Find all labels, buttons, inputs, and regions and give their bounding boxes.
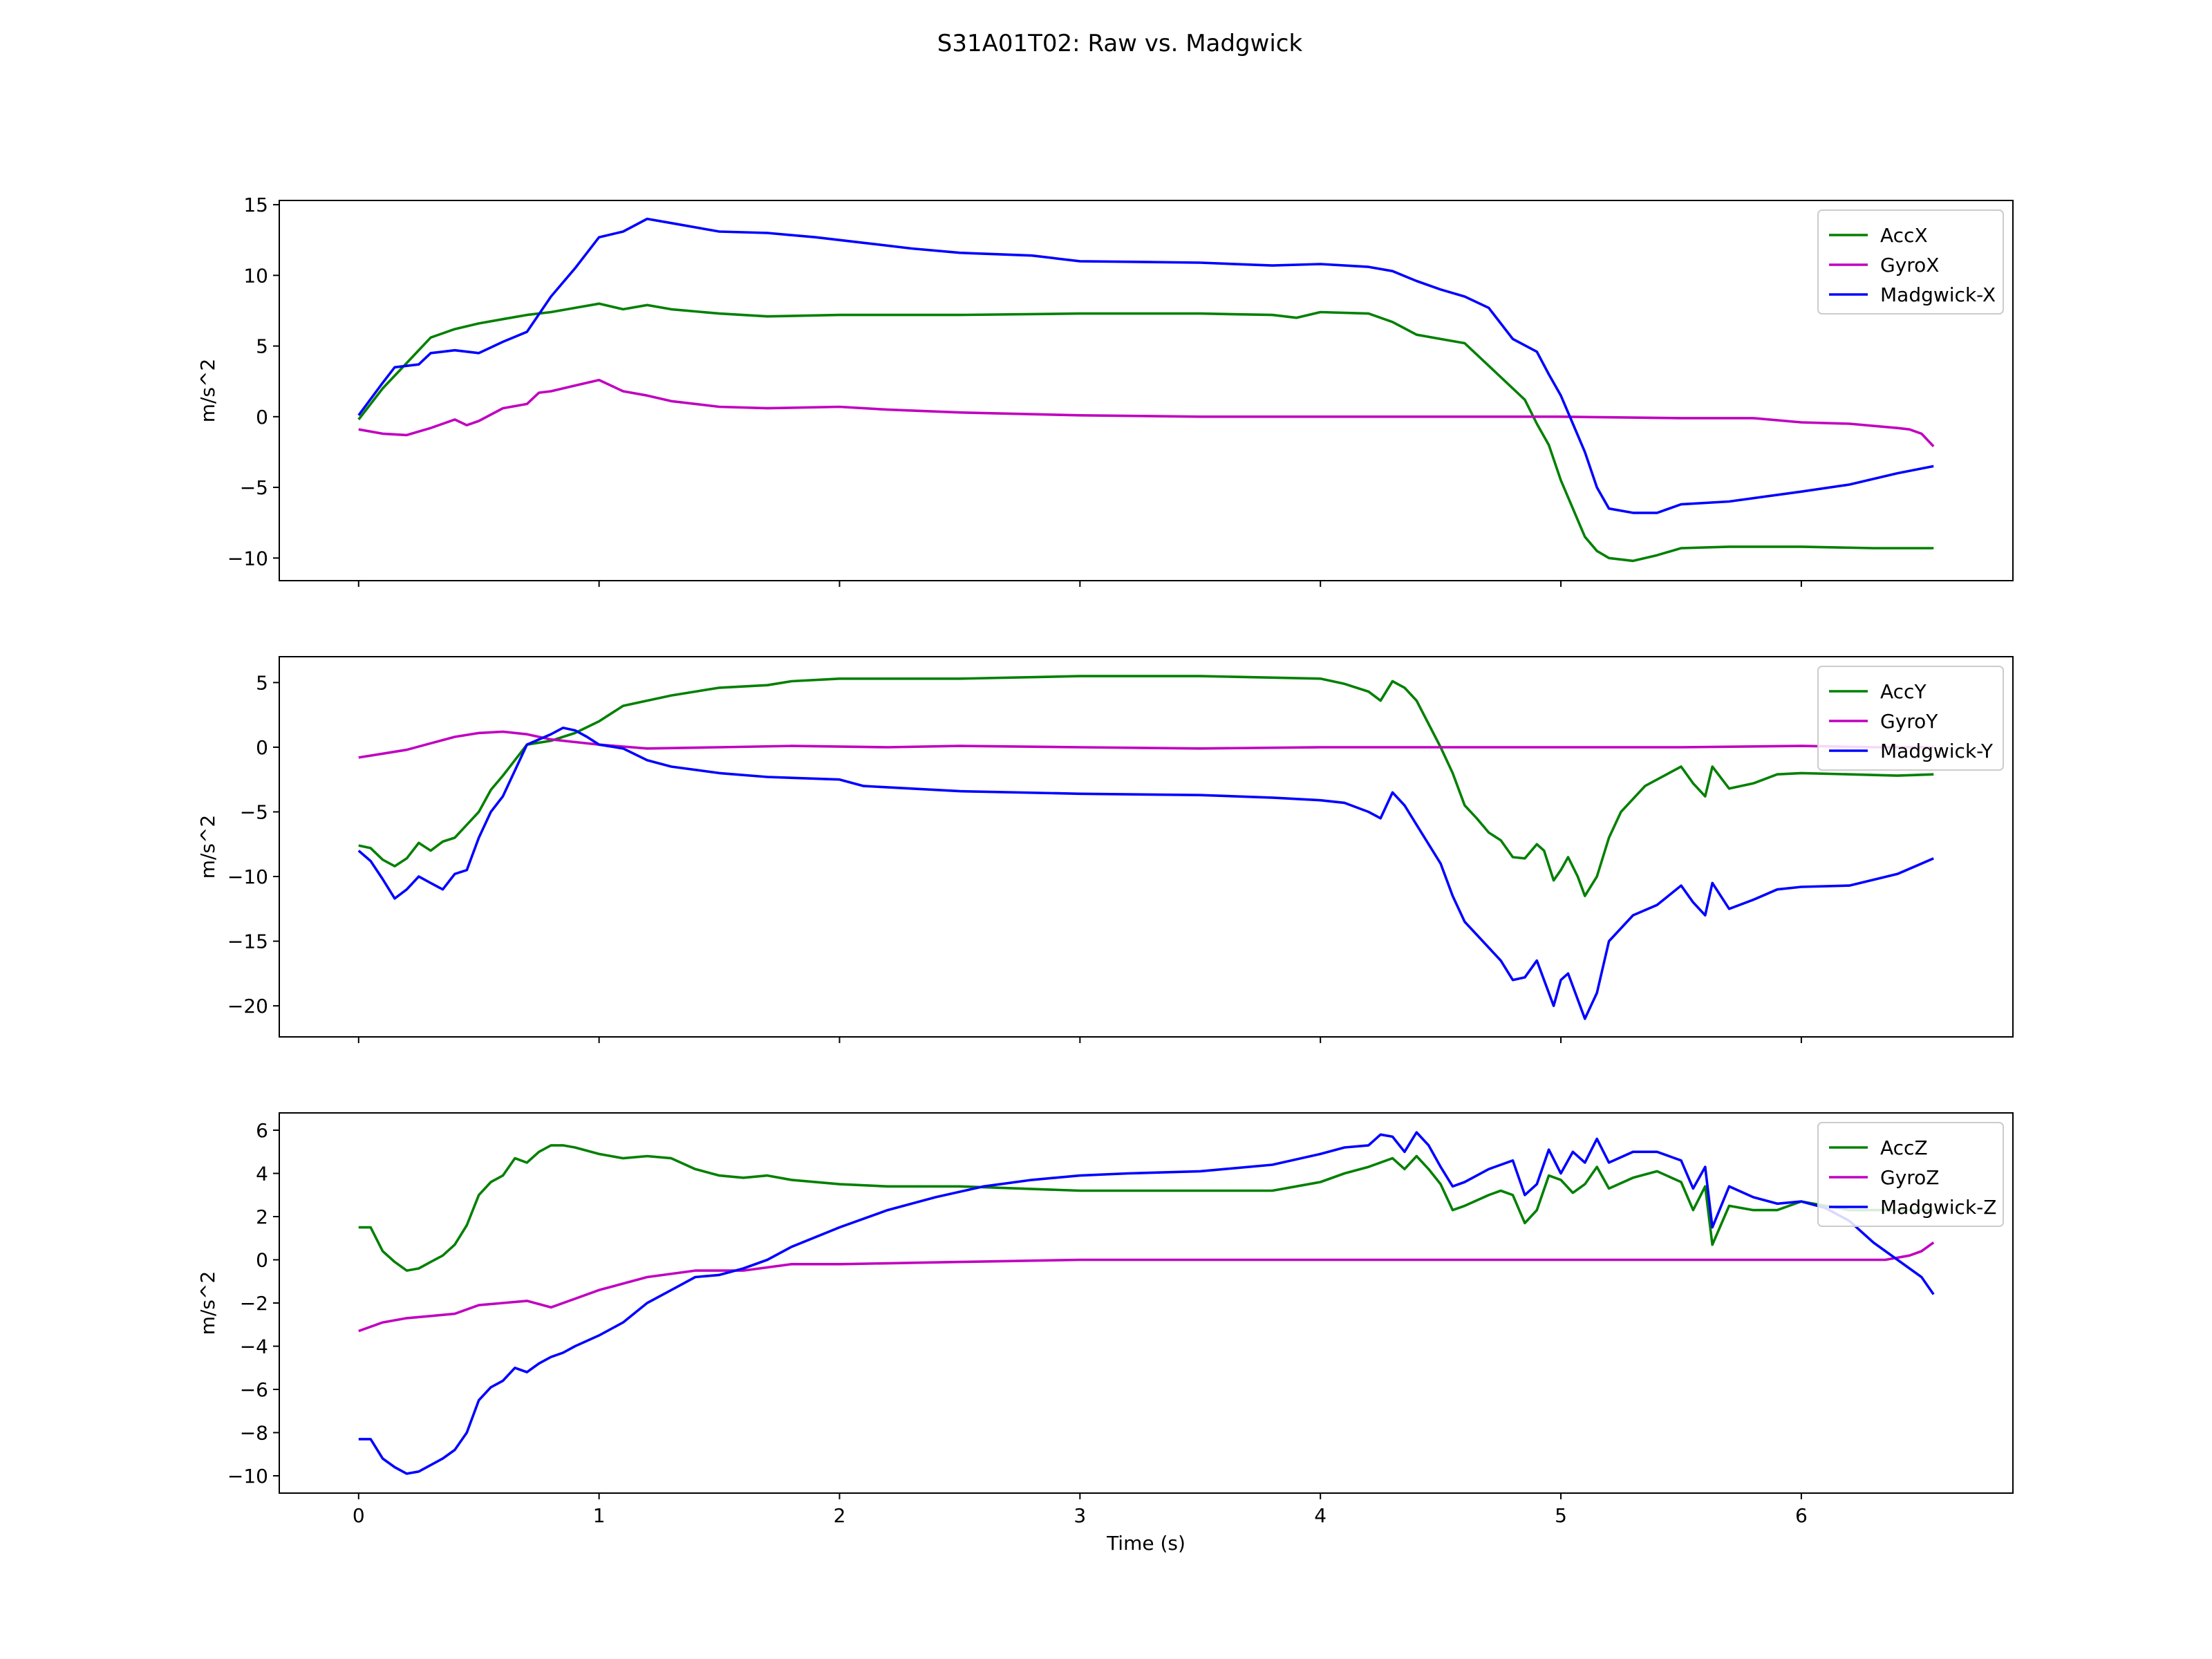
series-line-accz bbox=[358, 1144, 1934, 1272]
x-tick-label: 1 bbox=[593, 1504, 606, 1527]
y-tick-label: 0 bbox=[256, 1249, 268, 1272]
y-tick-label: −2 bbox=[240, 1292, 268, 1315]
y-tick-label: 0 bbox=[256, 736, 268, 759]
subplot-group: −10−5051015m/s^2AccXGyroXMadgwick-X−20−1… bbox=[196, 194, 2014, 1555]
legend: AccZ GyroZ Madgwick-Z bbox=[1817, 1122, 2004, 1227]
y-tick-label: −10 bbox=[227, 547, 268, 570]
legend-label: GyroZ bbox=[1880, 1166, 1939, 1189]
legend-label: AccZ bbox=[1880, 1136, 1928, 1159]
axes-frame bbox=[279, 656, 2014, 1038]
y-tick-label: −4 bbox=[240, 1335, 268, 1358]
series-line-gyroz bbox=[358, 1241, 1935, 1333]
y-axis-label: m/s^2 bbox=[196, 359, 219, 423]
x-tick-label: 5 bbox=[1555, 1504, 1567, 1527]
y-tick-label: −6 bbox=[240, 1378, 268, 1401]
legend-label: GyroX bbox=[1880, 254, 1939, 276]
figure-title: S31A01T02: Raw vs. Madgwick bbox=[937, 30, 1303, 57]
series-line-accy bbox=[358, 675, 1934, 897]
y-tick-label: 2 bbox=[256, 1206, 268, 1228]
y-tick-label: −5 bbox=[240, 476, 268, 499]
x-tick-label: 6 bbox=[1795, 1504, 1808, 1527]
y-tick-label: 0 bbox=[256, 406, 268, 429]
x-tick-label: 4 bbox=[1314, 1504, 1327, 1527]
y-tick-label: −8 bbox=[240, 1422, 268, 1445]
legend-label: Madgwick-Z bbox=[1880, 1196, 1996, 1219]
legend-label: AccX bbox=[1880, 224, 1928, 247]
y-tick-label: −10 bbox=[227, 1465, 268, 1488]
series-line-madgwick-z bbox=[358, 1131, 1935, 1475]
series-line-madgwick-x bbox=[357, 217, 1934, 514]
y-tick-label: 10 bbox=[243, 264, 268, 287]
y-axis-label: m/s^2 bbox=[196, 815, 219, 879]
subplot-3: 0 1 2 3 4 5 6 −10 −8 −6 −4 −2 0 2 4 6 m/s^2 Time (s) AccZ G… bbox=[196, 1112, 2014, 1555]
y-tick-label: 5 bbox=[256, 671, 268, 694]
legend-label: Madgwick-X bbox=[1880, 283, 1996, 306]
legend: AccX GyroX Madgwick-X bbox=[1817, 209, 2004, 315]
x-tick-label: 2 bbox=[834, 1504, 846, 1527]
subplot-1: −10 −5 0 5 10 15 m/s^2 AccX GyroX Madgwick-X bbox=[196, 194, 2014, 587]
y-tick-label: −10 bbox=[227, 865, 268, 888]
y-tick-label: 4 bbox=[256, 1163, 268, 1185]
axes-frame bbox=[279, 200, 2014, 581]
legend: AccY GyroY Madgwick-Y bbox=[1817, 666, 2004, 771]
y-tick-label: 6 bbox=[256, 1119, 268, 1142]
y-axis-label: m/s^2 bbox=[196, 1271, 219, 1335]
series-line-gyrox bbox=[358, 378, 1935, 448]
series-line-accx bbox=[357, 302, 1934, 563]
y-tick-label: −5 bbox=[240, 800, 268, 823]
legend-label: GyroY bbox=[1880, 710, 1938, 733]
y-tick-label: −20 bbox=[227, 995, 268, 1018]
y-tick-label: 15 bbox=[243, 194, 268, 216]
x-tick-label: 0 bbox=[353, 1504, 365, 1527]
x-axis-label: Time (s) bbox=[1106, 1532, 1185, 1555]
series-line-gyroy bbox=[358, 730, 1934, 759]
legend-label: Madgwick-Y bbox=[1880, 740, 1994, 762]
subplot-2: −20 −15 −10 −5 0 5 m/s^2 AccY GyroY Madgwick-Y bbox=[196, 656, 2014, 1043]
legend-label: AccY bbox=[1880, 680, 1927, 703]
series-line-madgwick-y bbox=[357, 727, 1934, 1020]
y-tick-label: 5 bbox=[256, 335, 268, 358]
x-tick-label: 3 bbox=[1074, 1504, 1086, 1527]
y-tick-label: −15 bbox=[227, 930, 268, 953]
